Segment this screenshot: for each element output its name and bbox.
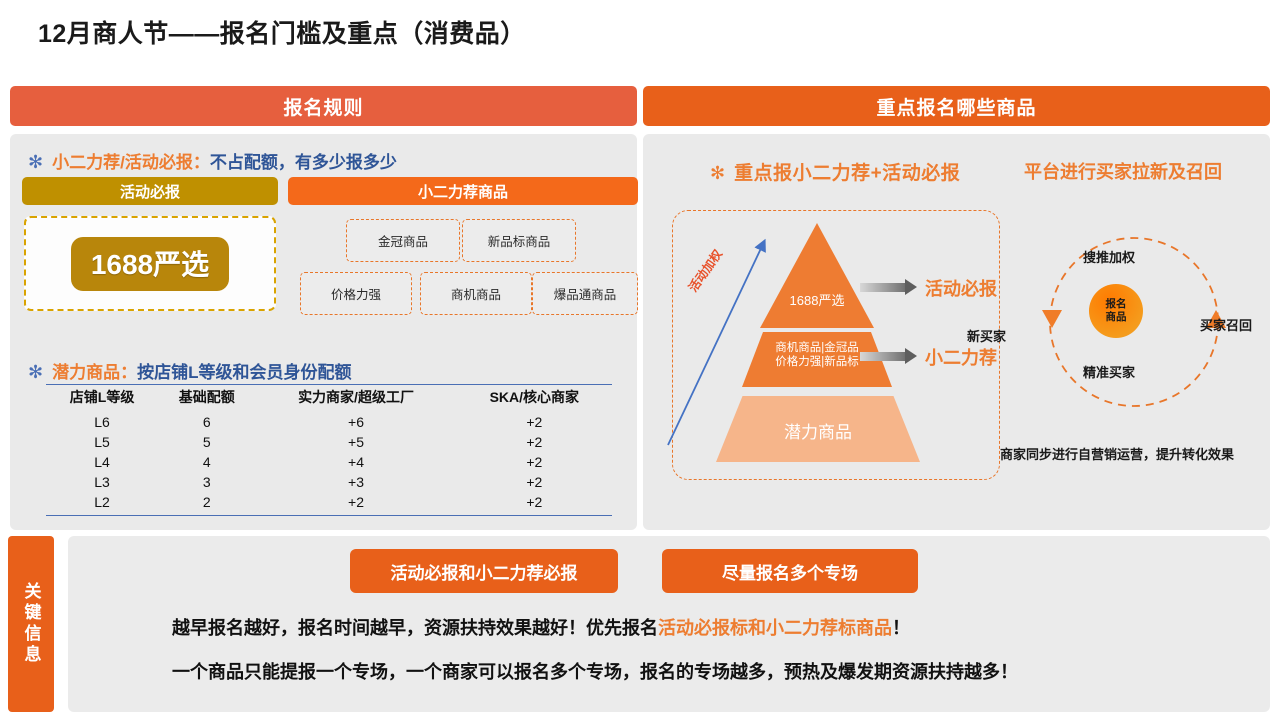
table-row: L2 2 +2 +2 — [46, 492, 612, 516]
table-cell: +6 — [348, 414, 364, 430]
pill-multiple-sessions: 尽量报名多个专场 — [662, 549, 918, 593]
table-cell: 2 — [158, 492, 256, 516]
key-line1-highlight: 活动必报标和小二力荐标商品 — [658, 618, 892, 638]
circle-label-search-weight: 搜推加权 — [1083, 250, 1136, 265]
bullet-rule-1-highlight: 小二力荐/活动必报： — [52, 153, 210, 172]
table-row: L5 5 +5 +2 — [46, 432, 612, 452]
bullet-focus: ✻ 重点报小二力荐+活动必报 — [710, 158, 960, 185]
tag-must-report: 活动必报 — [22, 177, 278, 205]
pill-must-report-both: 活动必报和小二力荐必报 — [350, 549, 618, 593]
pyramid-tier-middle-label: 商机商品|金冠品 价格力强|新品标 — [742, 341, 892, 370]
pyramid-mid-line2: 价格力强|新品标 — [775, 356, 859, 369]
chip-new-product-tag: 新品标商品 — [462, 219, 576, 262]
center-node-registered-product: 报名 商品 — [1089, 284, 1143, 338]
table-cell: +2 — [526, 454, 543, 470]
table-cell: 4 — [202, 454, 211, 470]
badge-1688-yanxuan: 1688严选 — [70, 236, 230, 291]
col-ska-shop: SKA/核心商家 — [456, 384, 612, 412]
table-cell: +2 — [526, 434, 543, 450]
table-cell: +2 — [526, 474, 543, 490]
quota-table: 店铺L等级 基础配额 实力商家/超级工厂 SKA/核心商家 L6 6 +6 +2 L5 5… — [46, 384, 612, 516]
table-cell: +2 — [255, 492, 457, 516]
table-row: L6 6 +6 +2 — [46, 412, 612, 432]
bullet-rule-1-text: 不占配额，有多少报多少 — [209, 153, 397, 172]
star-icon: ✻ — [28, 152, 44, 172]
bullet-rule-2: ✻ 潜力商品： 按店铺L等级和会员身份配额 — [28, 358, 351, 383]
bullet-focus-text: 重点报小二力荐+活动必报 — [734, 163, 961, 184]
table-cell: L2 — [46, 492, 159, 516]
center-line2: 商品 — [1105, 311, 1127, 323]
circle-label-buyer-recall: 买家召回 — [1200, 318, 1253, 333]
key-line1-suffix: ！ — [892, 618, 910, 638]
label-recommend: 小二力荐 — [925, 348, 997, 368]
label-must-report: 活动必报 — [925, 279, 997, 299]
col-power-shop: 实力商家/超级工厂 — [255, 384, 457, 412]
key-info-sidebar: 关键信息 — [8, 536, 54, 712]
table-cell: +3 — [348, 474, 364, 490]
pyramid-tier-bottom — [716, 396, 920, 462]
table-cell: +2 — [456, 492, 612, 516]
pyramid-tier-bottom-label: 潜力商品 — [784, 423, 852, 442]
table-header-row: 店铺L等级 基础配额 实力商家/超级工厂 SKA/核心商家 — [46, 384, 612, 412]
star-icon: ✻ — [28, 362, 44, 382]
page-title: 12月商人节——报名门槛及重点（消费品） — [38, 20, 526, 48]
table-cell: 5 — [202, 434, 211, 450]
star-icon: ✻ — [710, 163, 726, 183]
table-row: L4 4 +4 +2 — [46, 452, 612, 472]
table-cell: +4 — [348, 454, 364, 470]
section-header-rules: 报名规则 — [10, 86, 637, 126]
chip-strong-price: 价格力强 — [300, 272, 412, 315]
key-info-line-1: 越早报名越好，报名时间越早，资源扶持效果越好！优先报名活动必报标和小二力荐标商品… — [172, 614, 910, 640]
tag-recommended-products: 小二力荐商品 — [288, 177, 638, 205]
table-cell: 3 — [202, 474, 211, 490]
right-panel-note: 商家同步进行自营销运营，提升转化效果 — [1000, 447, 1235, 462]
table-cell: 6 — [202, 414, 211, 430]
table-cell: +5 — [348, 434, 364, 450]
key-info-sidebar-label: 关键信息 — [21, 582, 41, 666]
chip-hot-product: 爆品通商品 — [532, 272, 638, 315]
pyramid-tier-top — [760, 223, 874, 328]
key-line1-prefix: 越早报名越好，报名时间越早，资源扶持效果越好！优先报名 — [172, 618, 658, 638]
buyer-cycle-diagram — [1042, 237, 1226, 407]
circle-label-precise-buyer: 精准买家 — [1083, 365, 1136, 380]
platform-subtitle: 平台进行买家拉新及召回 — [1024, 162, 1222, 182]
arrow-right-icon — [860, 279, 917, 295]
table-cell: L6 — [94, 414, 110, 430]
table-cell: +2 — [526, 414, 543, 430]
circle-label-new-buyer: 新买家 — [967, 329, 1007, 344]
table-row: L3 3 +3 +2 — [46, 472, 612, 492]
table-cell: L4 — [94, 454, 110, 470]
bullet-rule-2-text: 按店铺L等级和会员身份配额 — [137, 363, 352, 382]
col-base-quota: 基础配额 — [158, 384, 256, 412]
chip-gold-crown-product: 金冠商品 — [346, 219, 460, 262]
bullet-rule-2-highlight: 潜力商品： — [52, 363, 138, 382]
section-header-focus: 重点报名哪些商品 — [643, 86, 1270, 126]
arrow-right-icon — [860, 348, 917, 364]
table-cell: L5 — [94, 434, 110, 450]
col-shop-level: 店铺L等级 — [46, 384, 159, 412]
badge-container-1688: 1688严选 — [24, 216, 276, 311]
key-info-line-2: 一个商品只能提报一个专场，一个商家可以报名多个专场，报名的专场越多，预热及爆发期… — [172, 662, 1018, 682]
table-cell: L3 — [94, 474, 110, 490]
pyramid-tier-top-label: 1688严选 — [789, 293, 845, 308]
chip-opportunity-product: 商机商品 — [420, 272, 532, 315]
center-line1: 报名 — [1105, 298, 1127, 311]
bullet-rule-1: ✻ 小二力荐/活动必报： 不占配额，有多少报多少 — [28, 148, 397, 173]
pyramid-mid-line1: 商机商品|金冠品 — [775, 342, 859, 354]
